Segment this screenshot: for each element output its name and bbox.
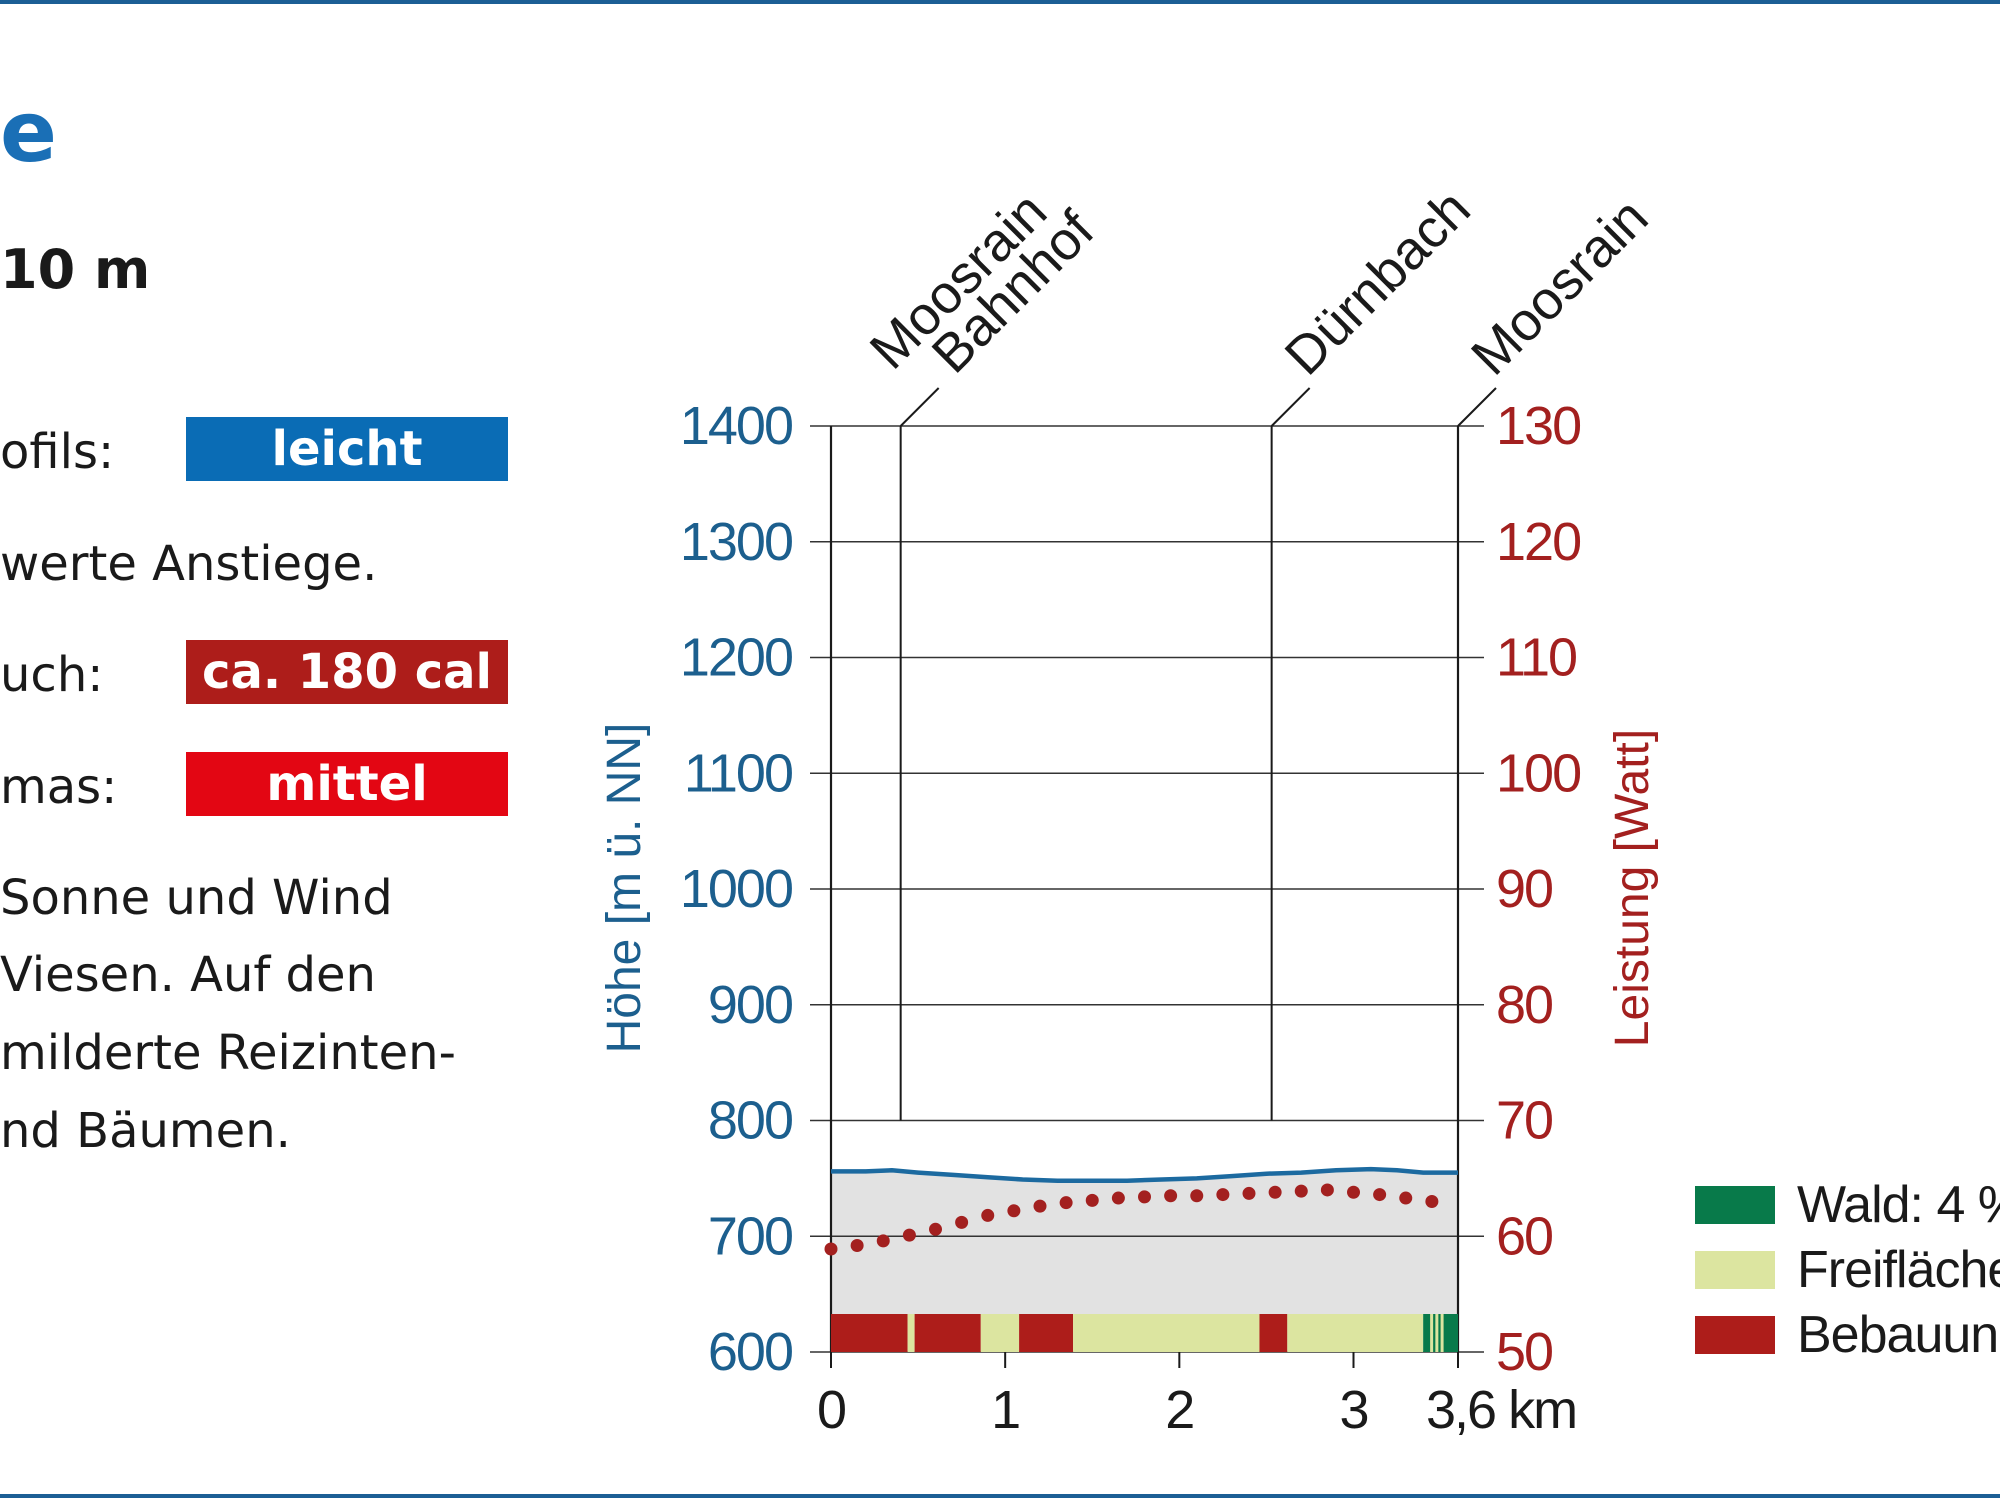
y-left-tick-1300: 1300	[680, 512, 792, 572]
profile-label: ofils:	[0, 424, 115, 480]
power-point-6	[955, 1215, 969, 1229]
y-left-tick-1400: 1400	[680, 396, 792, 456]
y-left-tick-800: 800	[708, 1091, 792, 1151]
y-right-tick-80: 80	[1496, 975, 1552, 1035]
power-point-8	[1007, 1204, 1021, 1218]
power-point-10	[1059, 1196, 1073, 1210]
landuse-segment-7	[1259, 1314, 1288, 1352]
waypoint-label-3-1: Moosrain	[1460, 187, 1659, 386]
top-rule	[0, 0, 2000, 4]
power-point-3	[876, 1234, 890, 1248]
y-right-tick-100: 100	[1496, 743, 1580, 803]
power-point-15	[1190, 1189, 1204, 1203]
power-point-13	[1138, 1190, 1151, 1204]
landuse-stripe-2	[1435, 1314, 1439, 1352]
y-right-axis-title: Leistung [Watt]	[1606, 729, 1659, 1047]
y-left-tick-1200: 1200	[680, 628, 792, 688]
legend-label-3: Bebauung	[1797, 1306, 2000, 1364]
legend-swatch-3	[1695, 1316, 1775, 1354]
y-right-tick-90: 90	[1496, 859, 1552, 919]
route-title: e	[0, 83, 57, 181]
power-point-7	[981, 1208, 995, 1222]
power-point-2	[850, 1239, 864, 1253]
power-point-12	[1111, 1191, 1125, 1205]
x-tick-label-2: 1	[991, 1380, 1019, 1440]
profile-note: werte Anstiege.	[0, 536, 378, 592]
power-point-5	[929, 1222, 942, 1236]
waypoint-label-2-1: Dürnbach	[1274, 178, 1482, 386]
x-tick-label-4: 3	[1339, 1380, 1367, 1440]
legend-label-1: Wald: 4 %	[1797, 1176, 2000, 1234]
legend-label-2: Freifläche	[1797, 1241, 2000, 1299]
power-point-19	[1294, 1184, 1308, 1198]
description-line-4: nd Bäumen.	[0, 1103, 291, 1159]
power-point-1	[824, 1242, 838, 1256]
power-point-22	[1373, 1188, 1387, 1202]
waypoint-leader-2	[1270, 387, 1311, 427]
power-point-21	[1347, 1185, 1360, 1199]
waypoint-leader-3	[1457, 387, 1497, 427]
x-tick-label-5: 3,6 km	[1426, 1380, 1576, 1440]
elevation-area	[831, 1169, 1458, 1314]
y-left-axis-title: Höhe [m ü. NN]	[598, 723, 651, 1054]
landuse-stripe-1	[1430, 1314, 1434, 1352]
profile-badge: leicht	[186, 417, 508, 481]
power-point-9	[1033, 1199, 1047, 1213]
climate-badge: mittel	[186, 752, 508, 816]
landuse-segment-9	[1423, 1314, 1458, 1352]
y-right-tick-60: 60	[1496, 1206, 1552, 1266]
landuse-stripe-3	[1440, 1314, 1444, 1352]
legend-swatch-1	[1695, 1186, 1775, 1224]
y-right-tick-130: 130	[1496, 396, 1580, 456]
power-point-20	[1320, 1183, 1334, 1197]
y-right-tick-70: 70	[1496, 1091, 1552, 1151]
landuse-segment-4	[980, 1314, 1020, 1352]
landuse-segment-5	[1019, 1314, 1074, 1352]
waypoint-leader-1	[899, 387, 940, 427]
climate-label: mas:	[0, 759, 118, 815]
landuse-segment-2	[907, 1314, 915, 1352]
power-point-23	[1399, 1191, 1413, 1205]
landuse-segment-3	[914, 1314, 981, 1352]
power-point-24	[1425, 1195, 1439, 1209]
landuse-segment-1	[831, 1314, 908, 1352]
power-point-11	[1085, 1193, 1099, 1207]
x-tick-label-1: 0	[817, 1380, 845, 1440]
landuse-segment-8	[1287, 1314, 1424, 1352]
y-right-tick-120: 120	[1496, 512, 1580, 572]
y-left-tick-600: 600	[708, 1322, 792, 1382]
y-left-tick-900: 900	[708, 975, 792, 1035]
y-right-tick-50: 50	[1496, 1322, 1552, 1382]
description-line-2: Viesen. Auf den	[0, 947, 376, 1003]
energy-badge: ca. 180 cal	[186, 640, 508, 704]
power-point-4	[902, 1228, 916, 1242]
y-left-tick-1000: 1000	[680, 859, 792, 919]
landuse-segment-6	[1073, 1314, 1260, 1352]
route-distance: 10 m	[0, 238, 151, 301]
power-point-14	[1164, 1189, 1178, 1203]
energy-label: uch:	[0, 647, 104, 703]
description-line-1: Sonne und Wind	[0, 870, 393, 926]
y-right-tick-110: 110	[1496, 628, 1576, 688]
y-left-tick-1100: 1100	[684, 743, 792, 803]
y-left-tick-700: 700	[708, 1206, 792, 1266]
power-point-16	[1216, 1188, 1230, 1202]
x-tick-label-3: 2	[1165, 1380, 1193, 1440]
power-point-18	[1268, 1185, 1282, 1199]
legend-swatch-2	[1695, 1251, 1775, 1289]
description-line-3: milderte Reizinten-	[0, 1025, 456, 1081]
bottom-rule	[0, 1494, 2000, 1498]
power-point-17	[1242, 1186, 1256, 1200]
elevation-line	[831, 1166, 1458, 1183]
